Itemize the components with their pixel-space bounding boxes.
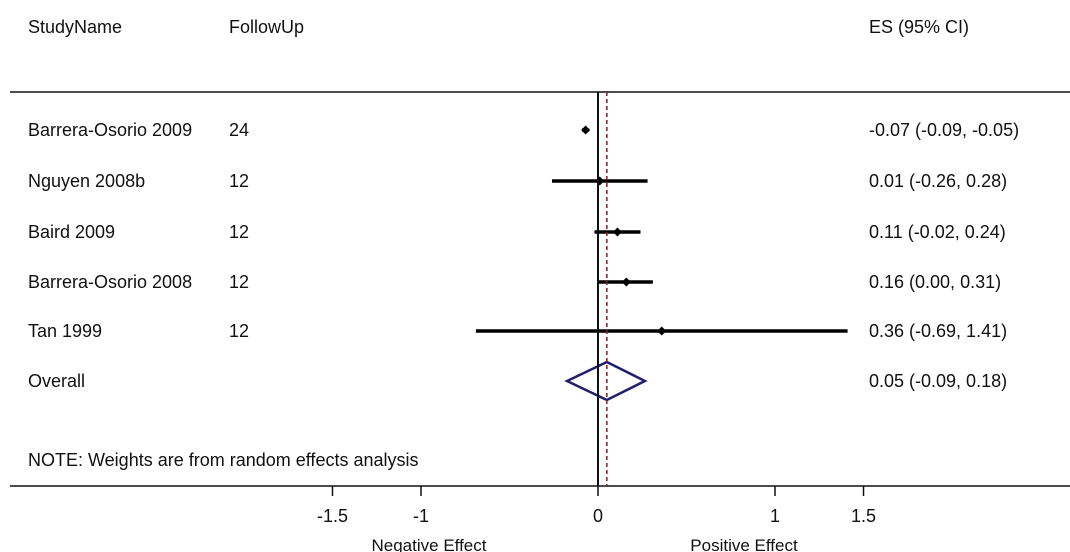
- x-axis-ticks: -1.5 -1 0 1 1.5: [317, 486, 876, 526]
- study-followup: 24: [229, 120, 249, 140]
- axis-label-positive: Positive Effect: [690, 536, 798, 552]
- overall-name: Overall: [28, 371, 85, 391]
- study-point-marker: [612, 227, 622, 237]
- study-point-marker: [595, 176, 605, 186]
- study-name: Barrera-Osorio 2009: [28, 120, 192, 140]
- overall-es-label: 0.05 (-0.09, 0.18): [869, 371, 1007, 391]
- study-point-marker: [581, 125, 591, 135]
- study-followup: 12: [229, 222, 249, 242]
- axis-label-negative: Negative Effect: [372, 536, 487, 552]
- study-es-label: 0.36 (-0.69, 1.41): [869, 321, 1007, 341]
- study-point-marker: [657, 326, 667, 336]
- overall-diamond: [564, 360, 648, 402]
- header-followup: FollowUp: [229, 17, 304, 37]
- study-point-marker: [621, 277, 631, 287]
- header-study-name: StudyName: [28, 17, 122, 37]
- x-tick-label: 0: [593, 506, 603, 526]
- study-rows: Barrera-Osorio 2009 24 -0.07 (-0.09, -0.05…: [28, 120, 1019, 402]
- x-tick-label: 1: [770, 506, 780, 526]
- study-es-label: -0.07 (-0.09, -0.05): [869, 120, 1019, 140]
- study-es-label: 0.11 (-0.02, 0.24): [869, 222, 1006, 242]
- x-tick-label: -1.5: [317, 506, 348, 526]
- study-name: Barrera-Osorio 2008: [28, 272, 192, 292]
- weights-note: NOTE: Weights are from random effects an…: [28, 450, 418, 470]
- study-es-label: 0.01 (-0.26, 0.28): [869, 171, 1007, 191]
- study-followup: 12: [229, 272, 249, 292]
- study-name: Baird 2009: [28, 222, 115, 242]
- header-es-ci: ES (95% CI): [869, 17, 969, 37]
- x-tick-label: 1.5: [851, 506, 876, 526]
- study-followup: 12: [229, 171, 249, 191]
- x-tick-label: -1: [413, 506, 429, 526]
- study-name: Nguyen 2008b: [28, 171, 145, 191]
- study-followup: 12: [229, 321, 249, 341]
- study-es-label: 0.16 (0.00, 0.31): [869, 272, 1001, 292]
- study-name: Tan 1999: [28, 321, 102, 341]
